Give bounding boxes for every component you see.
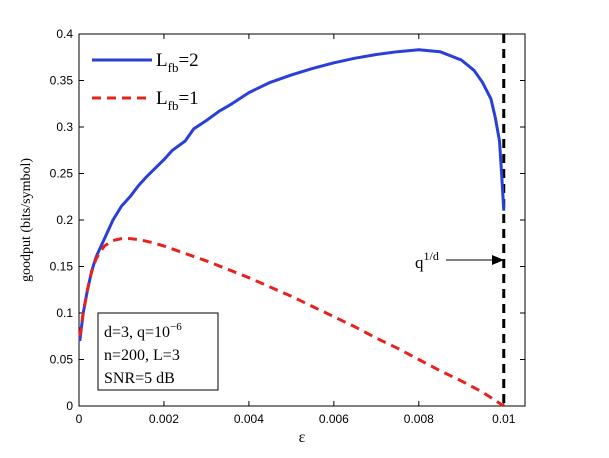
- legend-label-1-tail: =2: [178, 50, 198, 71]
- info-line-1-sup: −6: [170, 321, 182, 333]
- x-axis-label: ε: [299, 429, 306, 446]
- axis-ticks: 0 0.002 0.004 0.006 0.008 0.01 0 0.05 0.1 0.15 0.2…: [50, 27, 525, 426]
- legend-label-2-tail: =1: [178, 88, 198, 109]
- x-tick-label: 0.01: [492, 412, 516, 426]
- x-tick-label: 0.002: [149, 412, 179, 426]
- threshold-label-base: q: [415, 253, 424, 272]
- y-tick-label: 0.1: [56, 306, 73, 320]
- y-axis-label: goodput (bits/symbol): [19, 158, 34, 282]
- y-tick-label: 0.2: [56, 213, 73, 227]
- y-tick-label: 0.25: [50, 167, 74, 181]
- legend-label-1-sub: fb: [168, 60, 179, 75]
- series-line-1: [78, 48, 506, 342]
- info-line-1: d=3, q=10−6: [104, 321, 182, 341]
- info-line-1-base: d=3, q=10: [104, 324, 170, 341]
- x-tick-label: 0: [76, 412, 83, 426]
- legend-label-2-base: L: [156, 88, 168, 109]
- series-layer: [78, 34, 506, 408]
- info-line-3: SNR=5 dB: [104, 370, 175, 387]
- y-tick-label: 0.3: [56, 120, 73, 134]
- legend-label-1: Lfb=2: [156, 50, 199, 75]
- threshold-label-sup: 1/d: [424, 249, 439, 263]
- x-tick-label: 0.008: [404, 412, 434, 426]
- threshold-annotation: q1/d: [415, 249, 504, 272]
- threshold-arrowhead: [492, 255, 504, 265]
- info-box-frame: [97, 312, 219, 391]
- legend-label-1-base: L: [156, 50, 168, 71]
- info-box: d=3, q=10−6 n=200, L=3 SNR=5 dB: [97, 312, 219, 391]
- y-tick-label: 0.35: [50, 74, 74, 88]
- y-tick-label: 0.05: [50, 353, 74, 367]
- series-line-2: [78, 237, 505, 408]
- legend-label-2: Lfb=1: [156, 88, 199, 113]
- y-tick-label: 0.4: [56, 27, 73, 41]
- legend: Lfb=2 Lfb=1: [92, 50, 199, 113]
- y-tick-label: 0.15: [50, 260, 74, 274]
- y-tick-label: 0: [66, 399, 73, 413]
- info-line-2: n=200, L=3: [104, 347, 180, 364]
- legend-label-2-sub: fb: [168, 98, 179, 113]
- x-tick-label: 0.004: [234, 412, 264, 426]
- x-tick-label: 0.006: [319, 412, 349, 426]
- threshold-label: q1/d: [415, 249, 439, 272]
